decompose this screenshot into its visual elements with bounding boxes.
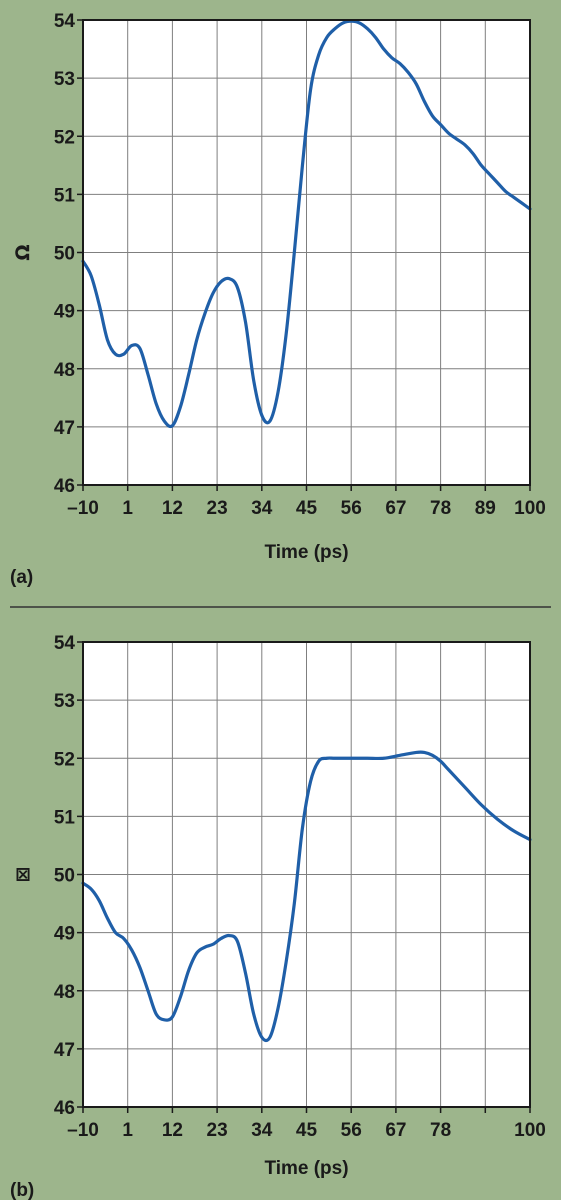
y-tick-label: 48 [54,982,75,1003]
x-tick-label: 23 [207,498,228,519]
x-axis-label: Time (ps) [264,1158,348,1179]
panel-label: (a) [10,567,33,588]
y-axis-label: ⊠ [12,867,34,883]
y-axis-label: Ω [12,244,34,260]
y-tick-label: 53 [54,691,75,712]
x-tick-label: 1 [122,1120,133,1141]
x-tick-label: 67 [385,1120,406,1141]
x-tick-label: 67 [385,498,406,519]
x-tick-label: –10 [67,1120,99,1141]
x-tick-label: 78 [430,498,451,519]
y-tick-label: 51 [54,807,76,828]
y-tick-label: 54 [54,633,76,654]
y-tick-label: 47 [54,418,75,439]
x-tick-label: 45 [296,1120,318,1141]
y-tick-label: 50 [54,244,75,265]
y-tick-label: 54 [54,11,76,32]
y-tick-label: 50 [54,866,75,887]
x-tick-label: 45 [296,498,318,519]
y-tick-label: 51 [54,185,76,206]
x-tick-label: 12 [162,1120,183,1141]
x-tick-label: 34 [251,1120,273,1141]
y-tick-label: 52 [54,127,75,148]
x-tick-label: 56 [341,1120,362,1141]
x-tick-label: 1 [122,498,133,519]
y-tick-label: 48 [54,360,75,381]
panel-label: (b) [10,1180,34,1200]
y-tick-label: 49 [54,302,75,323]
x-tick-label: 89 [475,498,496,519]
x-tick-label: 56 [341,498,362,519]
chart-a: –10 1 12 23 34 45 56 67 78 89 100 46 47 48 49 50 51 52 53 5… [10,11,546,588]
y-tick-label: 52 [54,749,75,770]
chart-b: –10 1 12 23 34 45 56 67 78 100 46 47 48 49 50 51 52 53 54 T… [10,633,546,1200]
series-line [81,750,532,1043]
series-line [81,19,532,429]
x-tick-label: 34 [251,498,273,519]
y-tick-label: 46 [54,476,75,497]
y-tick-label: 47 [54,1040,75,1061]
y-tick-label: 46 [54,1098,75,1119]
x-tick-label: 100 [514,1120,546,1141]
x-tick-label: 23 [207,1120,228,1141]
x-tick-label: 78 [430,1120,451,1141]
x-tick-label: 12 [162,498,183,519]
y-tick-label: 49 [54,924,75,945]
y-tick-label: 53 [54,69,75,90]
x-tick-label: 100 [514,498,546,519]
x-tick-label: –10 [67,498,99,519]
x-axis-label: Time (ps) [264,542,348,563]
